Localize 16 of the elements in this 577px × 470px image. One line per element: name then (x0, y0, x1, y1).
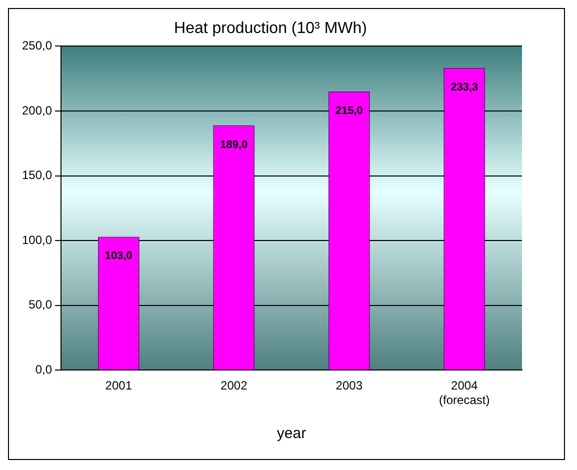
x-tick-label: 2002 (220, 378, 248, 393)
y-tick-label: 0,0 (35, 362, 52, 377)
y-tick-label: 100,0 (22, 232, 52, 247)
y-tick-label: 150,0 (22, 168, 52, 182)
x-tick-label: 2001 (105, 378, 132, 393)
data-label: 215,0 (335, 105, 363, 118)
x-tick-label: 2003 (336, 378, 363, 393)
data-label: 189,0 (220, 138, 248, 151)
y-tick-label: 50,0 (28, 298, 52, 312)
chart-title: Heat production (10³ MWh) (174, 20, 367, 38)
y-tick-label: 250,0 (22, 38, 52, 53)
y-tick-label: 200,0 (22, 103, 52, 118)
x-tick-label: 2004 (forecast) (439, 378, 490, 408)
data-label: 103,0 (104, 250, 132, 262)
x-axis-title: year (276, 425, 306, 442)
data-label: 233,3 (450, 81, 478, 94)
